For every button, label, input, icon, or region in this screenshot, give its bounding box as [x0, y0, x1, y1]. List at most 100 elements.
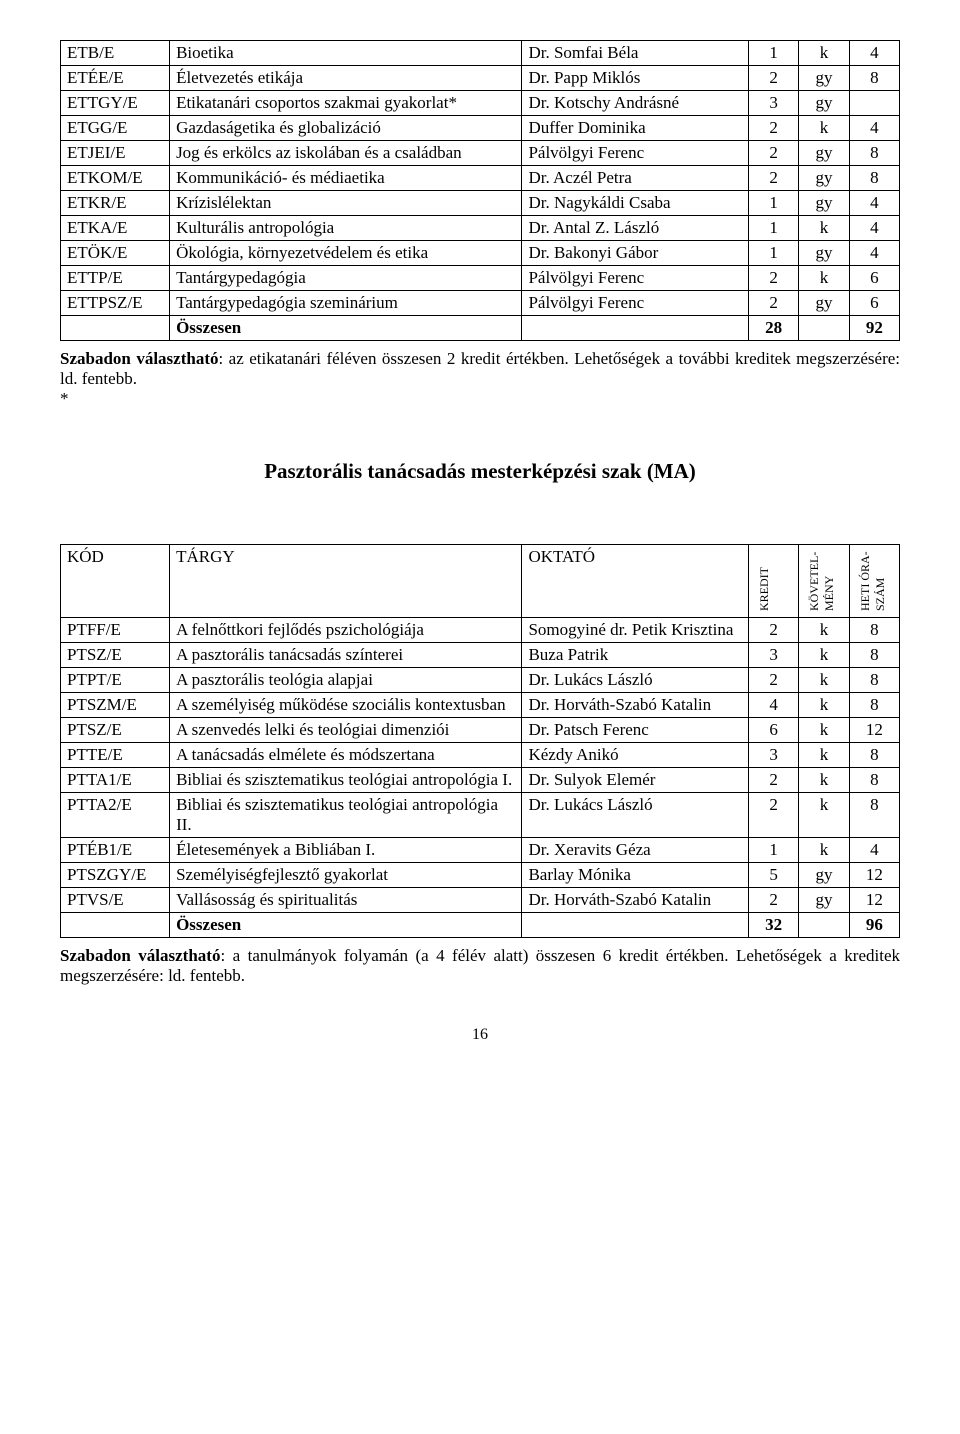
cell-hours: 8: [849, 693, 899, 718]
cell-credit: 6: [748, 718, 798, 743]
cell-teacher: Somogyiné dr. Petik Krisztina: [522, 618, 749, 643]
cell-teacher: Pálvölgyi Ferenc: [522, 266, 749, 291]
table-row: PTSZ/EA szenvedés lelki és teológiai dim…: [61, 718, 900, 743]
cell-code: ETTPSZ/E: [61, 291, 170, 316]
cell-credit: 2: [748, 888, 798, 913]
cell-total-credit: 32: [748, 913, 798, 938]
cell-hours: 8: [849, 141, 899, 166]
cell-req: gy: [799, 863, 849, 888]
cell-total-credit: 28: [748, 316, 798, 341]
table-row: ETKOM/EKommunikáció- és médiaetikaDr. Ac…: [61, 166, 900, 191]
table-header-row: KÓDTÁRGYOKTATÓKREDITKÖVETEL-MÉNYHETI ÓRA…: [61, 545, 900, 618]
table-ethics: ETB/EBioetikaDr. Somfai Béla1k4ETÉE/EÉle…: [60, 40, 900, 341]
cell-req: gy: [799, 166, 849, 191]
cell-req: k: [799, 266, 849, 291]
page-number: 16: [60, 1026, 900, 1044]
cell-req: k: [799, 41, 849, 66]
cell-code: ETÉE/E: [61, 66, 170, 91]
cell-teacher: Dr. Horváth-Szabó Katalin: [522, 888, 749, 913]
freechoice-note-1: Szabadon választható: az etikatanári fél…: [60, 349, 900, 409]
cell-subject: A pasztorális teológia alapjai: [170, 668, 522, 693]
cell-code: PTPT/E: [61, 668, 170, 693]
cell-subject: Jog és erkölcs az iskolában és a családb…: [170, 141, 522, 166]
cell-subject: Kulturális antropológia: [170, 216, 522, 241]
cell-total-hours: 92: [849, 316, 899, 341]
table-row: ETTGY/EEtikatanári csoportos szakmai gya…: [61, 91, 900, 116]
cell-hours: 12: [849, 718, 899, 743]
table-row: ETGG/EGazdaságetika és globalizációDuffe…: [61, 116, 900, 141]
cell-credit: 2: [748, 266, 798, 291]
cell-hours: 8: [849, 643, 899, 668]
cell-teacher: Dr. Bakonyi Gábor: [522, 241, 749, 266]
cell-req: k: [799, 743, 849, 768]
table-row: PTPT/EA pasztorális teológia alapjaiDr. …: [61, 668, 900, 693]
cell-req: k: [799, 116, 849, 141]
cell-total-label: Összesen: [170, 913, 522, 938]
cell-empty: [61, 316, 170, 341]
cell-credit: 2: [748, 291, 798, 316]
cell-subject: Vallásosság és spiritualitás: [170, 888, 522, 913]
cell-teacher: Dr. Papp Miklós: [522, 66, 749, 91]
cell-credit: 3: [748, 743, 798, 768]
cell-empty: [522, 316, 749, 341]
cell-subject: Életvezetés etikája: [170, 66, 522, 91]
header-subject: TÁRGY: [170, 545, 522, 618]
table-row: ETÖK/EÖkológia, környezetvédelem és etik…: [61, 241, 900, 266]
cell-hours: 8: [849, 743, 899, 768]
cell-req: k: [799, 838, 849, 863]
cell-hours: 4: [849, 838, 899, 863]
cell-empty: [61, 913, 170, 938]
cell-credit: 1: [748, 241, 798, 266]
cell-code: PTTA1/E: [61, 768, 170, 793]
header-teacher: OKTATÓ: [522, 545, 749, 618]
cell-credit: 2: [748, 116, 798, 141]
cell-req: k: [799, 793, 849, 838]
cell-hours: 8: [849, 668, 899, 693]
cell-teacher: Duffer Dominika: [522, 116, 749, 141]
table-row: PTFF/EA felnőttkori fejlődés pszichológi…: [61, 618, 900, 643]
cell-subject: A pasztorális tanácsadás színterei: [170, 643, 522, 668]
cell-hours: 6: [849, 291, 899, 316]
cell-total-label: Összesen: [170, 316, 522, 341]
cell-teacher: Dr. Antal Z. László: [522, 216, 749, 241]
cell-empty: [799, 913, 849, 938]
cell-hours: 4: [849, 116, 899, 141]
cell-subject: Kommunikáció- és médiaetika: [170, 166, 522, 191]
table-row-total: Összesen 28 92: [61, 316, 900, 341]
cell-teacher: Dr. Nagykáldi Csaba: [522, 191, 749, 216]
cell-code: ETTP/E: [61, 266, 170, 291]
cell-req: gy: [799, 191, 849, 216]
cell-subject: Ökológia, környezetvédelem és etika: [170, 241, 522, 266]
table-row: ETTPSZ/ETantárgypedagógia szemináriumPál…: [61, 291, 900, 316]
table-row: PTTE/EA tanácsadás elmélete és módszerta…: [61, 743, 900, 768]
cell-hours: 8: [849, 166, 899, 191]
cell-teacher: Dr. Kotschy Andrásné: [522, 91, 749, 116]
cell-credit: 2: [748, 166, 798, 191]
table-row: ETÉE/EÉletvezetés etikájaDr. Papp Miklós…: [61, 66, 900, 91]
cell-subject: A szenvedés lelki és teológiai dimenziói: [170, 718, 522, 743]
table-row: PTSZGY/ESzemélyiségfejlesztő gyakorlatBa…: [61, 863, 900, 888]
cell-req: gy: [799, 141, 849, 166]
cell-hours: 12: [849, 863, 899, 888]
cell-hours: 8: [849, 793, 899, 838]
cell-total-hours: 96: [849, 913, 899, 938]
cell-hours: 4: [849, 241, 899, 266]
cell-credit: 2: [748, 618, 798, 643]
cell-credit: 3: [748, 91, 798, 116]
cell-req: k: [799, 718, 849, 743]
cell-teacher: Buza Patrik: [522, 643, 749, 668]
cell-req: gy: [799, 66, 849, 91]
header-code: KÓD: [61, 545, 170, 618]
cell-hours: 8: [849, 768, 899, 793]
cell-teacher: Pálvölgyi Ferenc: [522, 141, 749, 166]
cell-subject: Személyiségfejlesztő gyakorlat: [170, 863, 522, 888]
cell-credit: 5: [748, 863, 798, 888]
cell-code: PTÉB1/E: [61, 838, 170, 863]
cell-credit: 2: [748, 768, 798, 793]
cell-code: ETB/E: [61, 41, 170, 66]
cell-code: PTFF/E: [61, 618, 170, 643]
cell-subject: Életesemények a Bibliában I.: [170, 838, 522, 863]
cell-code: PTSZ/E: [61, 718, 170, 743]
header-req: KÖVETEL-MÉNY: [799, 545, 849, 618]
cell-req: k: [799, 693, 849, 718]
